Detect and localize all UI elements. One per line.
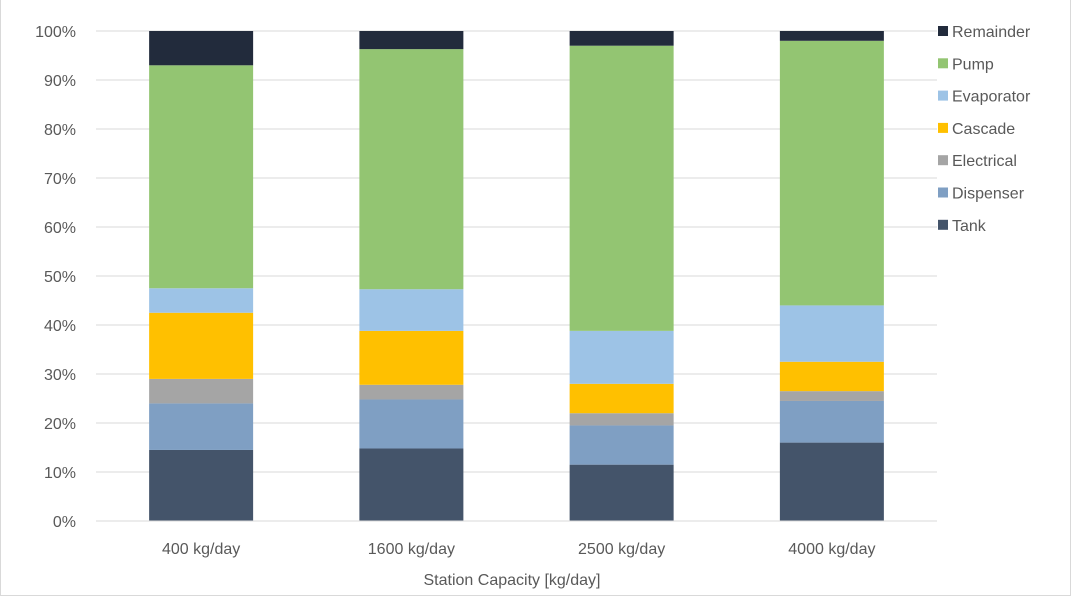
bar-segment-remainder bbox=[779, 31, 884, 41]
bar-segment-tank bbox=[569, 464, 674, 521]
legend-label-electrical: Electrical bbox=[952, 153, 1017, 170]
bar-segment-cascade bbox=[359, 330, 464, 385]
y-tick-label: 20% bbox=[44, 416, 76, 433]
legend-label-cascade: Cascade bbox=[952, 121, 1015, 138]
bar-segment-pump bbox=[359, 49, 464, 290]
bar-segment-pump bbox=[149, 65, 254, 289]
legend-swatch-pump bbox=[938, 58, 948, 69]
y-tick-label: 90% bbox=[44, 73, 76, 90]
bar-segment-cascade bbox=[779, 361, 884, 392]
bar-segment-electrical bbox=[359, 384, 464, 400]
bar-segment-remainder bbox=[149, 31, 254, 66]
y-tick-label: 70% bbox=[44, 171, 76, 188]
legend-swatch-electrical bbox=[938, 155, 948, 166]
legend: Remainder Pump Evaporator Cascade Electrica… bbox=[938, 24, 1031, 235]
y-tick-label: 10% bbox=[44, 465, 76, 482]
bar-segment-remainder bbox=[359, 31, 464, 50]
bar-segment-remainder bbox=[569, 31, 674, 46]
legend-label-remainder: Remainder bbox=[952, 24, 1031, 41]
bar-segment-tank bbox=[149, 449, 254, 521]
bar-segment-dispenser bbox=[149, 403, 254, 450]
x-tick-label: 2500 kg/day bbox=[578, 541, 665, 558]
bar-segment-dispenser bbox=[779, 400, 884, 443]
legend-label-tank: Tank bbox=[952, 218, 987, 235]
legend-label-evaporator: Evaporator bbox=[952, 89, 1031, 106]
bar-segment-electrical bbox=[779, 391, 884, 401]
bar-segment-evaporator bbox=[569, 330, 674, 384]
y-tick-label: 30% bbox=[44, 367, 76, 384]
legend-swatch-tank bbox=[938, 219, 948, 230]
x-tick-label: 4000 kg/day bbox=[788, 541, 875, 558]
bar-segment-tank bbox=[359, 448, 464, 521]
x-tick-label: 400 kg/day bbox=[162, 541, 240, 558]
bar-segment-dispenser bbox=[569, 425, 674, 465]
legend-swatch-cascade bbox=[938, 122, 948, 133]
y-tick-label: 40% bbox=[44, 318, 76, 335]
y-tick-label: 50% bbox=[44, 269, 76, 286]
y-tick-label: 80% bbox=[44, 122, 76, 139]
legend-swatch-remainder bbox=[938, 26, 948, 36]
y-tick-label: 0% bbox=[53, 514, 76, 531]
x-tick-label: 1600 kg/day bbox=[368, 541, 455, 558]
x-axis: 400 kg/day 1600 kg/day 2500 kg/day 4000 kg/… bbox=[96, 520, 937, 558]
x-axis-title: Station Capacity [kg/day] bbox=[424, 572, 601, 589]
bar-segment-tank bbox=[779, 442, 884, 521]
legend-swatch-evaporator bbox=[938, 90, 948, 101]
y-tick-label: 60% bbox=[44, 220, 76, 237]
y-axis: 0% 10% 20% 30% 40% 50% 60% 70% 80% 90% 100% bbox=[35, 24, 76, 531]
bar-segment-dispenser bbox=[359, 399, 464, 449]
bars bbox=[149, 31, 884, 521]
bar-segment-evaporator bbox=[149, 288, 254, 313]
bar-segment-electrical bbox=[149, 378, 254, 404]
bar-segment-electrical bbox=[569, 413, 674, 426]
bar-segment-pump bbox=[779, 40, 884, 306]
bar-segment-evaporator bbox=[779, 305, 884, 362]
legend-label-pump: Pump bbox=[952, 56, 994, 73]
bar-segment-cascade bbox=[149, 312, 254, 379]
legend-swatch-dispenser bbox=[938, 187, 948, 198]
y-tick-label: 100% bbox=[35, 24, 76, 41]
bar-segment-cascade bbox=[569, 383, 674, 414]
bar-segment-pump bbox=[569, 45, 674, 331]
legend-label-dispenser: Dispenser bbox=[952, 186, 1025, 203]
bar-segment-evaporator bbox=[359, 289, 464, 331]
